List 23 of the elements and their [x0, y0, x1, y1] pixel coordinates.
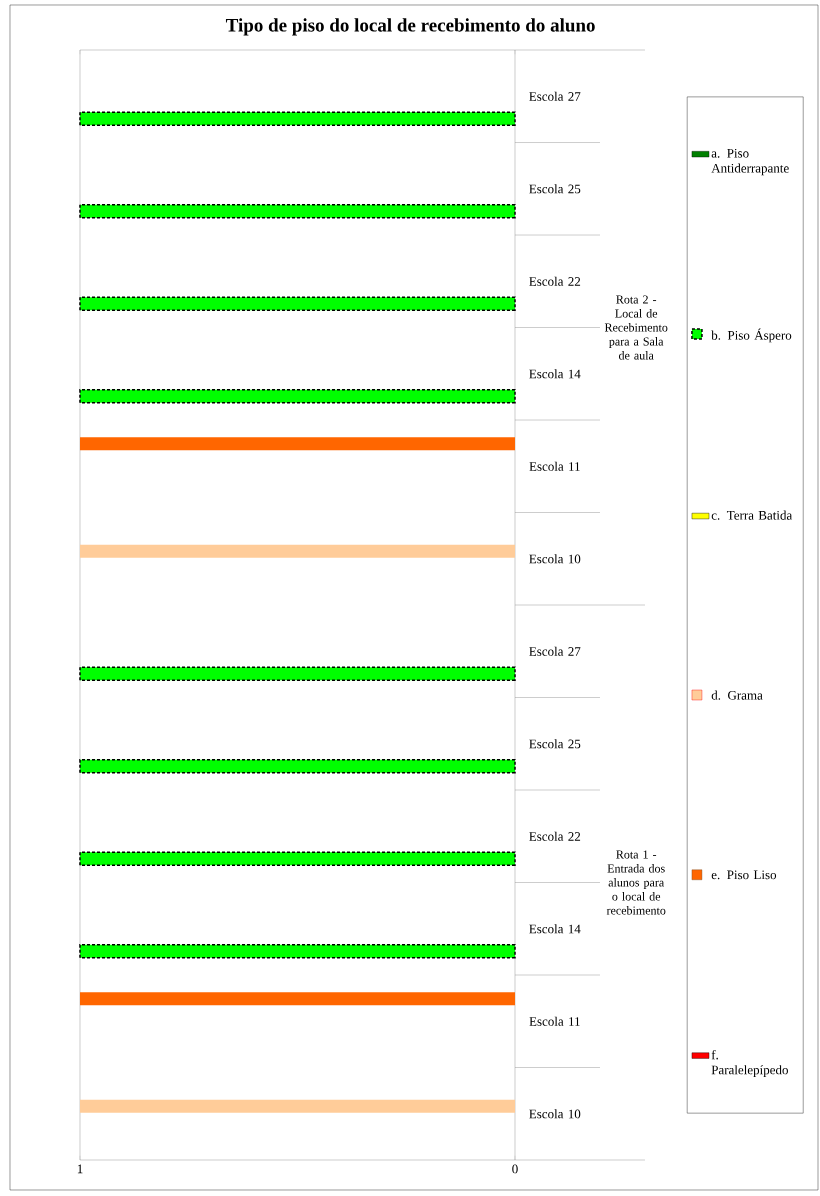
- x-tick-label: 1: [77, 1164, 83, 1174]
- x-tick-label: 0: [512, 1164, 518, 1174]
- legend-label: f. Paralelepípedo: [711, 1050, 788, 1077]
- text: Rota 2 - Local de Recebimento para a Sala de aula: [604, 295, 668, 360]
- chart-title: Tipo de piso do local de recebimento do aluno: [225, 18, 595, 36]
- legend-label: a. Piso Antiderrapante: [711, 148, 789, 176]
- y-tick-label: Escola 11: [529, 1016, 580, 1026]
- y-tick-label: Escola 14: [529, 924, 581, 934]
- y-tick-label: Escola 25: [529, 184, 581, 194]
- legend-label: d. Grama: [711, 690, 763, 700]
- legend-label: e. Piso Liso: [711, 870, 777, 880]
- legend-label: c. Terra Batida: [711, 510, 793, 520]
- y-tick-label: Escola 14: [529, 369, 581, 379]
- y-tick-label: Escola 22: [529, 831, 581, 841]
- legend-label: b. Piso Áspero: [711, 328, 792, 343]
- y-tick-label: Escola 11: [529, 461, 580, 471]
- y-tick-label: Escola 10: [529, 1109, 581, 1119]
- y-tick-label: Escola 25: [529, 739, 581, 749]
- y-tick-label: Escola 27: [529, 91, 581, 101]
- y-tick-label: Escola 22: [529, 276, 581, 286]
- y-tick-label: Escola 10: [529, 554, 581, 564]
- y-tick-label: Escola 27: [529, 646, 581, 656]
- text: Rota 1 - Entrada dos alunos para o local de recebimento: [606, 850, 666, 915]
